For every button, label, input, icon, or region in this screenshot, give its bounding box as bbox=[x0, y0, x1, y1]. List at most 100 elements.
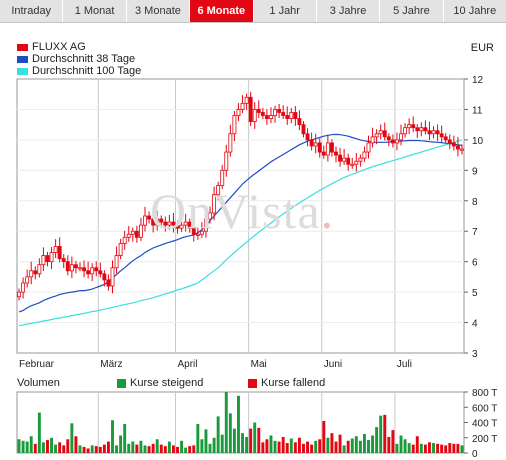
volume-bar bbox=[358, 440, 362, 453]
candle-body bbox=[415, 127, 420, 132]
volume-bar bbox=[171, 445, 175, 453]
tab-3-monate[interactable]: 3 Monate bbox=[127, 0, 191, 22]
volume-label: Volumen bbox=[17, 377, 60, 389]
candle-body bbox=[171, 221, 176, 226]
volume-tick-label: 800 T bbox=[472, 388, 497, 399]
tab-intraday[interactable]: Intraday bbox=[0, 0, 64, 22]
candle-body bbox=[382, 130, 387, 138]
candle-body bbox=[293, 112, 298, 119]
y-tick-label: 6 bbox=[472, 258, 478, 269]
volume-bar bbox=[383, 414, 387, 453]
volume-bar bbox=[17, 439, 21, 453]
candle-body bbox=[252, 109, 257, 123]
volume-bar bbox=[427, 442, 431, 453]
volume-bar bbox=[379, 415, 383, 453]
candle-body bbox=[33, 270, 38, 275]
legend-swatch-rising bbox=[117, 378, 126, 388]
volume-bar bbox=[411, 444, 415, 453]
volume-bar bbox=[354, 436, 358, 453]
volume-bar bbox=[350, 438, 354, 453]
candle-body bbox=[411, 124, 416, 129]
candle-body bbox=[49, 252, 54, 263]
candle-body bbox=[25, 276, 30, 284]
legend-swatch-fluxx bbox=[17, 43, 28, 51]
volume-bar bbox=[273, 440, 277, 453]
volume-bar bbox=[415, 436, 419, 453]
volume-bar bbox=[86, 448, 90, 453]
volume-bar bbox=[293, 442, 297, 453]
volume-bar bbox=[135, 444, 139, 453]
currency-label: EUR bbox=[470, 42, 494, 54]
volume-bar bbox=[143, 445, 147, 453]
volume-bar bbox=[245, 436, 249, 453]
candle-body bbox=[155, 218, 160, 226]
candle-body bbox=[374, 133, 379, 138]
candle-body bbox=[53, 246, 58, 253]
candle-body bbox=[329, 142, 334, 153]
volume-bar bbox=[212, 437, 216, 453]
volume-bar bbox=[371, 435, 375, 453]
volume-bar bbox=[391, 430, 395, 453]
candle-body bbox=[334, 151, 338, 156]
tab-6-monate[interactable]: 6 Monate bbox=[190, 0, 254, 22]
legend-falling: Kurse fallend bbox=[248, 377, 325, 389]
volume-bar bbox=[232, 428, 236, 453]
volume-tick-label: 600 T bbox=[472, 403, 497, 414]
volume-bar bbox=[62, 445, 66, 453]
volume-bar bbox=[448, 443, 452, 453]
candle-body bbox=[435, 130, 440, 135]
volume-bar bbox=[399, 435, 403, 453]
legend-label-sma38: Durchschnitt 38 Tage bbox=[32, 53, 136, 65]
candle-body bbox=[102, 273, 107, 281]
volume-bar bbox=[192, 445, 196, 453]
volume-bar bbox=[310, 444, 314, 453]
candle-body bbox=[354, 160, 359, 165]
volume-bar bbox=[237, 395, 240, 453]
sma38-line bbox=[18, 133, 463, 313]
x-tick-label: März bbox=[100, 359, 122, 370]
volume-bar bbox=[50, 437, 54, 453]
candle-body bbox=[73, 264, 78, 269]
tab-1-jahr[interactable]: 1 Jahr bbox=[254, 0, 317, 22]
y-tick-label: 4 bbox=[472, 319, 478, 330]
legend-sma100: Durchschnitt 100 Tage bbox=[17, 65, 141, 77]
volume-bar bbox=[387, 436, 391, 453]
candle-body bbox=[439, 133, 444, 138]
volume-bar bbox=[375, 427, 379, 453]
volume-bar bbox=[314, 440, 318, 453]
candle-body bbox=[41, 255, 46, 266]
candle-body bbox=[98, 270, 103, 275]
candle-body bbox=[167, 221, 172, 226]
tab-10-jahre[interactable]: 10 Jahre bbox=[453, 5, 497, 17]
volume-bar bbox=[119, 435, 123, 453]
volume-bar bbox=[407, 443, 411, 453]
volume-bar bbox=[98, 446, 102, 453]
candle-body bbox=[130, 230, 135, 235]
tab-3-jahre[interactable]: 3 Jahre bbox=[317, 0, 381, 22]
candle-body bbox=[106, 279, 111, 287]
legend-swatch-falling bbox=[248, 378, 257, 388]
candle-body bbox=[199, 230, 204, 235]
volume-bar bbox=[285, 443, 289, 453]
volume-bar bbox=[419, 443, 423, 453]
legend-label-sma100: Durchschnitt 100 Tage bbox=[32, 65, 142, 77]
tab-1-monat[interactable]: 1 Monat bbox=[63, 0, 127, 22]
candle-body bbox=[114, 255, 119, 269]
candle-body bbox=[37, 264, 42, 275]
legend-rising: Kurse steigend bbox=[117, 377, 203, 389]
volume-bar bbox=[94, 446, 98, 453]
candle-body bbox=[187, 221, 192, 229]
volume-bar bbox=[253, 422, 257, 453]
volume-bar bbox=[289, 438, 293, 453]
candle-body bbox=[236, 109, 241, 116]
period-tabbar: Intraday 1 Monat 3 Monate 6 Monate 1 Jah… bbox=[0, 0, 506, 23]
candle-body bbox=[122, 236, 127, 244]
volume-bar bbox=[139, 440, 143, 453]
volume-bar bbox=[224, 392, 228, 453]
x-tick-label: April bbox=[177, 359, 197, 370]
candle-body bbox=[29, 270, 34, 278]
tab-5-jahre[interactable]: 5 Jahre bbox=[380, 0, 444, 22]
volume-tick-label: 400 T bbox=[472, 419, 497, 430]
candle-body bbox=[220, 169, 225, 186]
x-tick-label: Juni bbox=[324, 359, 342, 370]
